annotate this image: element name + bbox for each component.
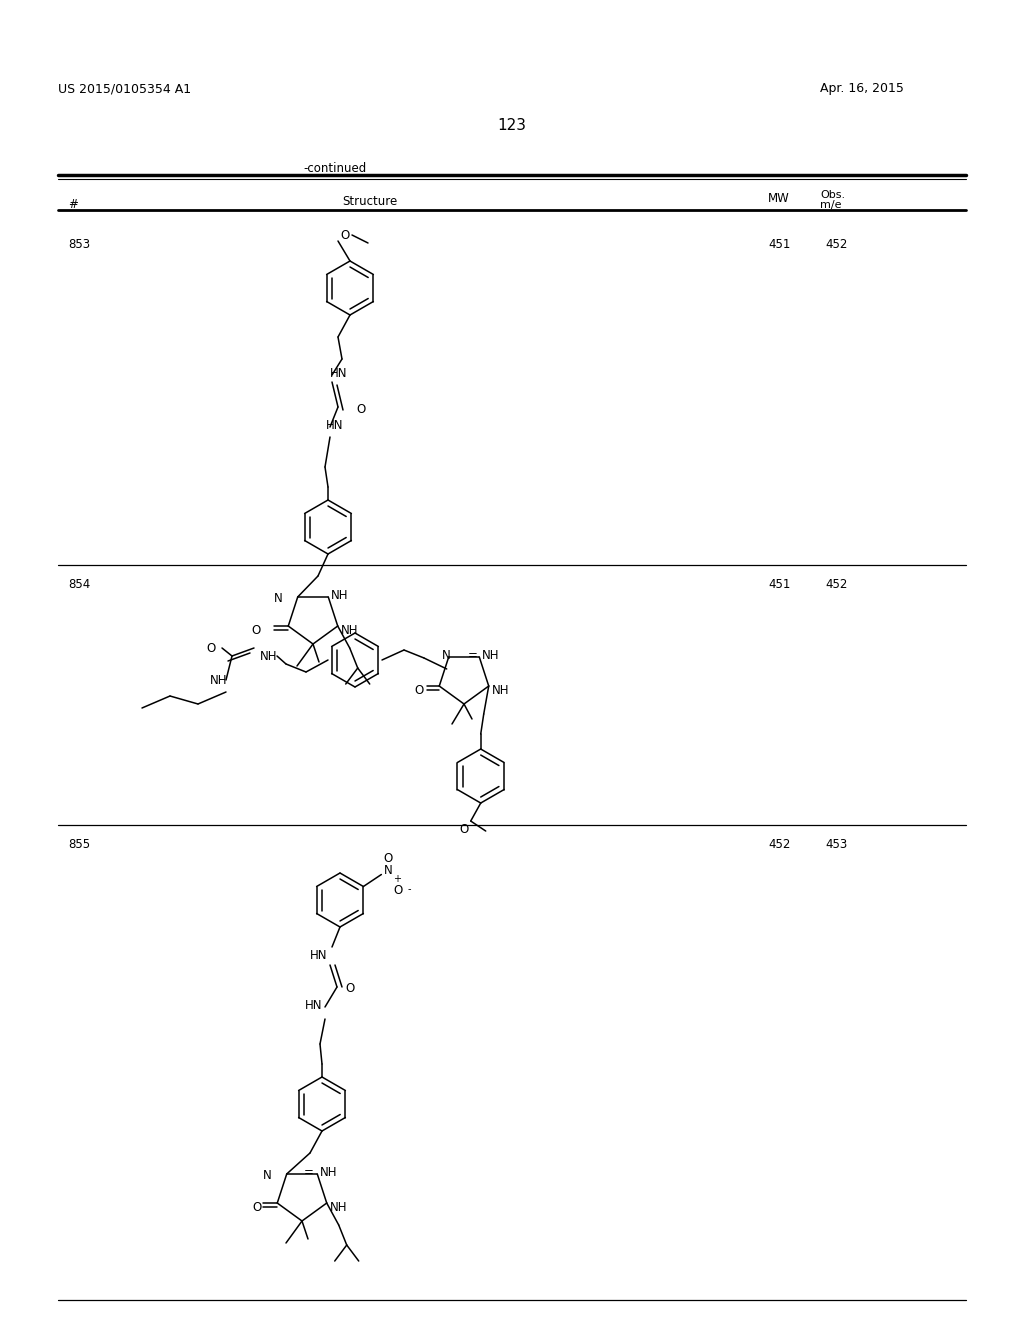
Text: N: N xyxy=(263,1170,271,1181)
Text: Structure: Structure xyxy=(342,195,397,209)
Text: HN: HN xyxy=(330,367,347,380)
Text: Apr. 16, 2015: Apr. 16, 2015 xyxy=(820,82,904,95)
Text: O: O xyxy=(460,824,469,836)
Text: 853: 853 xyxy=(68,238,90,251)
Text: 451: 451 xyxy=(768,238,791,251)
Text: -continued: -continued xyxy=(303,162,367,176)
Text: O: O xyxy=(251,624,260,638)
Text: 452: 452 xyxy=(825,578,848,591)
Text: m/e: m/e xyxy=(820,201,842,210)
Text: NH: NH xyxy=(341,624,358,638)
Text: O: O xyxy=(393,884,402,898)
Text: 123: 123 xyxy=(498,117,526,133)
Text: 452: 452 xyxy=(825,238,848,251)
Text: N: N xyxy=(274,591,283,605)
Text: 451: 451 xyxy=(768,578,791,591)
Text: N: N xyxy=(383,865,392,878)
Text: NH: NH xyxy=(260,649,278,663)
Text: Obs.: Obs. xyxy=(820,190,845,201)
Text: O: O xyxy=(356,403,366,416)
Text: O: O xyxy=(383,853,392,866)
Text: O: O xyxy=(340,228,349,242)
Text: NH: NH xyxy=(492,684,509,697)
Text: =: = xyxy=(467,649,477,661)
Text: O: O xyxy=(345,982,354,995)
Text: N: N xyxy=(442,649,452,661)
Text: US 2015/0105354 A1: US 2015/0105354 A1 xyxy=(58,82,191,95)
Text: 854: 854 xyxy=(68,578,90,591)
Text: +: + xyxy=(393,874,401,884)
Text: 855: 855 xyxy=(68,838,90,851)
Text: NH: NH xyxy=(321,1166,338,1179)
Text: MW: MW xyxy=(768,191,790,205)
Text: O: O xyxy=(252,1201,261,1214)
Text: HN: HN xyxy=(326,418,343,432)
Text: NH: NH xyxy=(332,589,349,602)
Text: NH: NH xyxy=(482,649,500,661)
Text: O: O xyxy=(414,684,423,697)
Text: NH: NH xyxy=(210,675,227,686)
Text: HN: HN xyxy=(310,949,328,962)
Text: O: O xyxy=(206,642,215,655)
Text: #: # xyxy=(68,198,78,211)
Text: -: - xyxy=(408,884,411,895)
Text: =: = xyxy=(304,1166,314,1179)
Text: HN: HN xyxy=(305,999,323,1012)
Text: NH: NH xyxy=(330,1201,347,1214)
Text: 452: 452 xyxy=(768,838,791,851)
Text: 453: 453 xyxy=(825,838,847,851)
